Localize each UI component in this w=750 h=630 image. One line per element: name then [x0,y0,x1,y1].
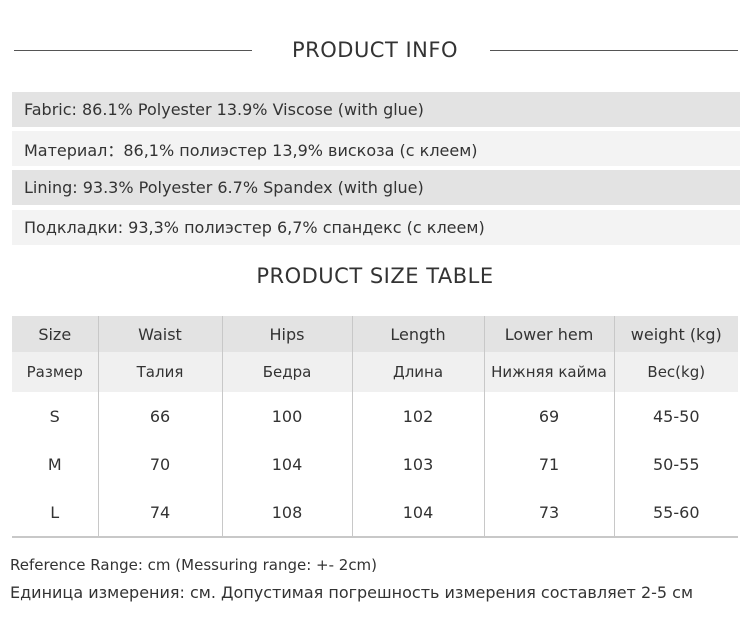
cell: 50-55 [613,440,738,488]
size-table-title: PRODUCT SIZE TABLE [256,264,494,288]
header-cell: Талия [97,352,222,392]
header-cell: Длина [351,352,484,392]
header-cell: Вес(kg) [613,352,738,392]
header-cell: Size [12,316,98,352]
header-cell: Lower hem [483,316,614,352]
cell: M [47,454,62,474]
size-table: Size Waist Hips Length Lower hem weight … [12,316,738,538]
header-cell: Бедра [221,352,352,392]
header-cell: Waist [97,316,222,352]
header-cell: Нижняя кайма [483,352,614,392]
cell: 100 [221,392,352,440]
cell: 66 [97,392,222,440]
info-row-lining: Lining: 93.3% Polyester 6.7% Spandex (wi… [12,170,740,205]
info-row-lining-ru: Подкладки: 93,3% полиэстер 6,7% спандекс… [12,210,740,245]
cell: 108 [221,488,352,538]
cell: 104 [351,488,484,538]
divider-left [14,50,252,51]
cell: 69 [483,392,614,440]
header-cell: Length [351,316,484,352]
reference-range-note: Reference Range: cm (Messuring range: +-… [10,556,378,574]
cell: 102 [351,392,484,440]
info-row-fabric: Fabric: 86.1% Polyester 13.9% Viscose (w… [12,92,740,127]
cell: 74 [97,488,222,538]
table-row: L 74 108 104 73 55-60 [12,488,738,538]
cell: 55-60 [613,488,738,538]
header-cell: Размер [12,352,98,392]
header-cell: weight (kg) [613,316,738,352]
header-row-en: Size Waist Hips Length Lower hem weight … [12,316,738,352]
header-cell: Hips [221,316,352,352]
cell: L [12,488,98,538]
cell: 103 [351,440,484,488]
cell: S [49,406,60,426]
measurement-note-ru: Единица измерения: см. Допустимая погреш… [10,583,694,602]
divider-right [490,50,738,51]
table-row: M 70 104 103 71 50-55 [12,440,738,488]
cell: 71 [483,440,614,488]
cell: 73 [483,488,614,538]
table-row: S 66 100 102 69 45-50 [12,392,738,440]
info-row-material-ru: Материал：86,1% полиэстер 13,9% вискоза (… [12,131,740,166]
header-row-ru: Размер Талия Бедра Длина Нижняя кайма Ве… [12,352,738,392]
cell: 104 [221,440,352,488]
cell: 45-50 [613,392,738,440]
cell: 70 [97,440,222,488]
product-info-title: PRODUCT INFO [291,38,458,62]
